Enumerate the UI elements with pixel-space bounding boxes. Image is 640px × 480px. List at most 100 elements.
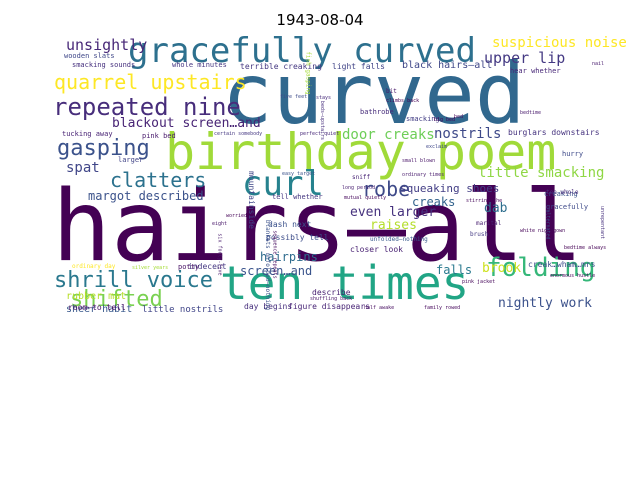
word-burglars-downstairs: burglars downstairs [508, 128, 600, 137]
word-climbs-back: climbs back [386, 98, 420, 104]
word-creaks: creaks [412, 195, 456, 209]
word-certain-somebody: certain somebody [214, 131, 263, 137]
word-little-nostrils: little nostrils [142, 305, 224, 315]
word-ten-whole: ten whole [546, 189, 579, 196]
word-big-bed: big bed [434, 117, 456, 123]
word-blankets-unfolded-nothing: blankets unfolded—nothing [264, 219, 272, 311]
word-sequence-repeats: sequence repeats [271, 230, 278, 279]
word-family-rowed: family rowed [424, 305, 461, 311]
word-quarrel-upstairs: quarrel upstairs [54, 70, 247, 94]
word-robe: robe [362, 177, 411, 201]
word-small-blown: small blown [402, 158, 436, 164]
word-ordinary-day: ordinary day [72, 263, 116, 270]
word-five-feet: five feet [280, 94, 308, 100]
word-brush: brush [470, 231, 489, 238]
word-hurry: hurry [562, 150, 584, 158]
word-nostrils: nostrils [434, 126, 502, 142]
word-creaking: creaking [544, 190, 578, 198]
word-tucking-away: tucking away [62, 130, 113, 138]
word-hairpins: hairpins [260, 250, 318, 264]
word-brook: brook [482, 261, 522, 276]
word-whole-minutes: whole minutes [172, 61, 227, 69]
word-wooden-slats: wooden slats [64, 52, 115, 60]
word-figure-disappears: figure disappears [288, 302, 370, 311]
word-folding: folding [486, 253, 596, 283]
word-screen-and: screen…and [240, 264, 313, 278]
word-dash-next: dash next [268, 220, 312, 229]
word-six-forty-five: six forty-five [216, 233, 223, 276]
word-gasping: gasping [57, 136, 150, 161]
word-unfolded-nothing: unfolded—nothing [370, 236, 428, 243]
word-larger: larger [118, 156, 144, 164]
word-bathrobe: bathrobe [360, 108, 394, 116]
word-gracefully-curved: gracefully curved [128, 31, 476, 71]
word-worried: worried [226, 213, 248, 219]
word-bed: bed [454, 114, 464, 120]
word-little-smacking: little smacking [478, 165, 605, 181]
word-light-falls: light falls [332, 62, 385, 71]
word-spat: spat [66, 160, 100, 176]
word-ordinary-times: ordinary times [402, 172, 445, 178]
word-fish-gasping: fish gasping [304, 51, 312, 95]
word-unsightly: unsightly [66, 36, 148, 54]
word-room-to-tell: room—to tell [68, 303, 126, 312]
word-tell-whether: tell whether [272, 193, 323, 201]
word-falls: falls [436, 263, 473, 277]
word-raises: raises [370, 218, 417, 233]
word-closer-look: closer look [350, 245, 403, 254]
word-bit: bit [386, 88, 397, 95]
word-rubber-mat: rubber mat [66, 291, 127, 302]
word-unrepentant: unrepentant [599, 205, 606, 240]
word-clatters: clatters [110, 168, 207, 192]
word-half-awake: half awake [364, 305, 395, 311]
word-bedtime-always: bedtime always [564, 245, 607, 251]
word-upper-lip: upper lip [484, 49, 566, 67]
word-mountainside: mountainside [246, 171, 256, 229]
word-nail: nail [592, 61, 605, 67]
word-sniff: sniff [352, 174, 371, 181]
word-long-period: long period [342, 185, 376, 191]
word-pink-bed: pink bed [142, 132, 176, 140]
word-shifted: shifted [70, 287, 163, 312]
word-potty: potty [178, 263, 200, 271]
word-stays: stays [316, 95, 332, 101]
word-mutual-quietly: mutual quietly [344, 195, 387, 201]
word-gracefully: gracefully [546, 203, 589, 211]
word-door-creaks: door creaks [342, 127, 435, 143]
word-alternated: alternated [544, 209, 551, 240]
word-even-larger: even larger [350, 205, 437, 220]
word-exclaim: exclaim [426, 144, 448, 150]
word-squeaking-shoes: squeaking shoes [400, 182, 500, 195]
word-indecent: indecent [188, 262, 227, 271]
word-bedtime: bedtime [520, 110, 542, 116]
word-eight: eight [212, 221, 228, 227]
word-sheer-habit: sheer habit [66, 304, 133, 315]
word-curl: curl [242, 164, 324, 204]
word-marital: marital [476, 220, 502, 227]
word-ten-times: ten times [220, 256, 470, 310]
word-easy-target: easy target [282, 171, 316, 177]
word-smacking: smacking [406, 115, 440, 123]
word-hairs-all: hairs—all [52, 170, 584, 284]
word-enormous-hustle: enormous hustle [550, 273, 596, 279]
word-stirring-the: stirring the [466, 198, 503, 204]
word-white-nightgown: white nightgown [520, 228, 566, 234]
word-possibly-tell: possibly tell [266, 233, 329, 242]
word-creak-wham-mrs: creak…wham…mrs [528, 260, 596, 269]
word-dab: dab [484, 201, 508, 216]
word-perfect-quiet: perfect quiet [300, 131, 340, 137]
word-day-begins: day begins [244, 302, 293, 311]
word-describe: describe [312, 288, 351, 297]
word-shuffling-back: shuffling back [310, 296, 353, 302]
word-blackout-screen-and: blackout screen…and [112, 116, 261, 131]
word-repeated-nine: repeated nine [53, 93, 241, 121]
word-silver-years: silver years [132, 265, 169, 271]
word-black-hairs-all: black hairs—all [402, 60, 493, 71]
word-nightly-work: nightly work [498, 296, 592, 311]
chart-title: 1943-08-04 [276, 11, 364, 29]
word-shrill-voice: shrill voice [54, 268, 213, 293]
word-birthday-poem: birthday poem [165, 123, 557, 181]
word-hear-whether: hear whether [510, 67, 561, 75]
word-pink-jacket: pink jacket [462, 279, 496, 285]
